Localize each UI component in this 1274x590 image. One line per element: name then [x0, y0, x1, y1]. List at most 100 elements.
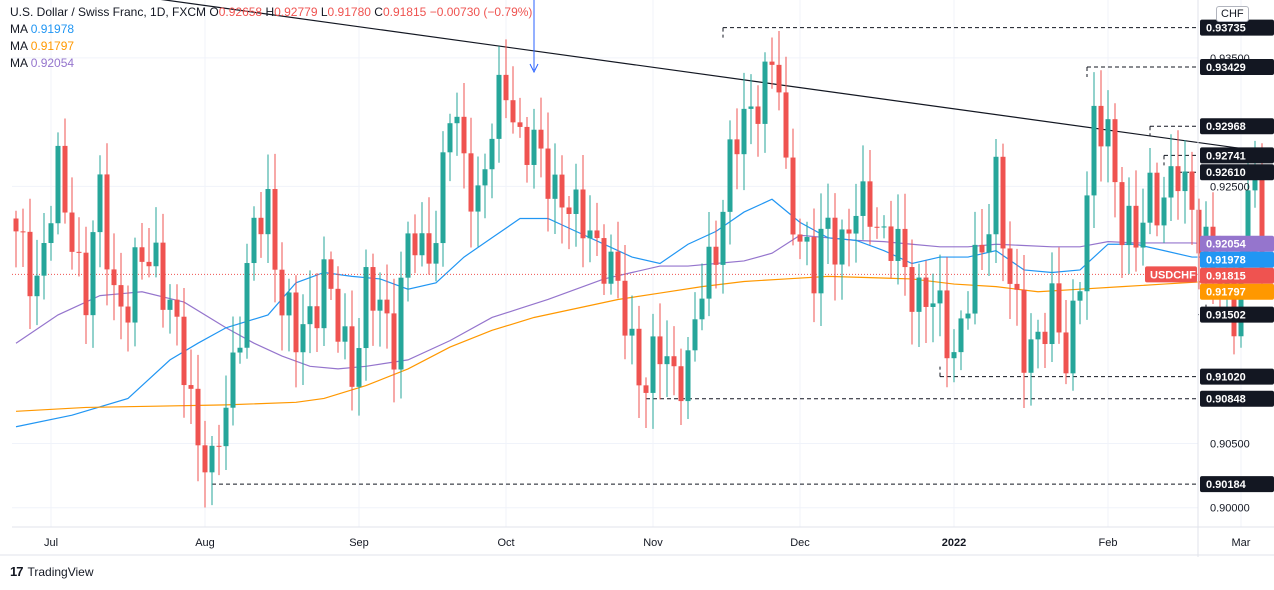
candle — [1084, 171, 1090, 320]
candle — [741, 72, 747, 191]
symbol-tag — [1145, 266, 1197, 283]
candle — [307, 270, 313, 354]
candle-body — [986, 234, 992, 253]
y-tick-label: 0.93500 — [1210, 53, 1250, 65]
candle-body — [762, 61, 768, 124]
candle — [1007, 221, 1013, 320]
close-label: C — [374, 5, 383, 19]
candle — [664, 320, 670, 397]
candle — [265, 154, 271, 264]
candle — [62, 118, 68, 224]
candle-body — [608, 251, 614, 284]
candle-body — [384, 299, 390, 314]
candle — [139, 222, 145, 280]
candle — [1035, 319, 1041, 369]
candle-body — [818, 228, 824, 294]
price-tags: 0.93735 0.93429 0.92968 0.92741 0.92610 0.915… — [1145, 19, 1274, 493]
candle — [510, 66, 516, 134]
candle-body — [965, 313, 971, 319]
ma1-row[interactable]: MA 0.91978 — [10, 21, 532, 38]
candle-body — [923, 277, 929, 307]
candle-body — [314, 306, 320, 329]
candle-body — [293, 292, 299, 353]
candle-body — [1252, 176, 1258, 191]
candle-body — [1105, 119, 1111, 147]
candle-body — [1175, 166, 1181, 192]
candle — [181, 288, 187, 418]
footer-brand[interactable]: 17 TradingView — [10, 564, 94, 579]
candle-body — [125, 306, 131, 323]
candle — [818, 193, 824, 326]
candle — [356, 317, 362, 416]
candle — [209, 436, 215, 506]
x-tick-label: Mar — [1232, 537, 1251, 549]
candle-body — [1189, 171, 1195, 210]
candle-body — [930, 303, 936, 307]
candle-body — [895, 228, 901, 261]
candle-body — [510, 100, 516, 123]
candle — [342, 293, 348, 360]
candle-body — [265, 189, 271, 235]
candle-body — [713, 246, 719, 265]
candle-body — [615, 251, 621, 281]
symbol-title: U.S. Dollar / Swiss Franc, 1D, FXCM — [10, 5, 207, 19]
candle-body — [1147, 172, 1153, 223]
x-tick-label: Jul — [44, 537, 58, 549]
candle-body — [1077, 291, 1083, 301]
candle-body — [321, 259, 327, 329]
level-tag-label: 0.93735 — [1206, 23, 1246, 35]
ma3-row[interactable]: MA 0.92054 — [10, 55, 532, 72]
candle — [573, 163, 579, 247]
level-tag-label: 0.92741 — [1206, 150, 1246, 162]
candle-body — [1000, 156, 1006, 249]
candle — [489, 123, 495, 199]
candle-body — [916, 277, 922, 312]
open-value: 0.92658 — [218, 5, 263, 19]
candle-body — [419, 233, 425, 256]
level-tag-label: 0.91020 — [1206, 372, 1246, 384]
candle-body — [188, 385, 194, 389]
candle — [923, 260, 929, 343]
level-tag — [1200, 390, 1274, 407]
candle — [706, 212, 712, 317]
ma2-row[interactable]: MA 0.91797 — [10, 38, 532, 55]
candle — [755, 85, 761, 157]
currency-badge[interactable]: CHF — [1216, 6, 1249, 22]
candle — [111, 233, 117, 321]
candle-body — [909, 267, 915, 312]
candle — [811, 208, 817, 323]
candle-body — [1126, 205, 1132, 246]
candle — [790, 128, 796, 246]
level-tag — [1200, 164, 1274, 181]
candle — [601, 224, 607, 296]
level-tag-label: 0.90848 — [1206, 394, 1246, 406]
candle — [902, 193, 908, 296]
candle — [433, 210, 439, 282]
candle — [482, 153, 488, 219]
arrow-marker-head-icon — [529, 63, 539, 74]
candle — [951, 329, 957, 383]
candle-body — [195, 388, 201, 446]
candle-body — [692, 319, 698, 351]
candle — [1126, 177, 1132, 275]
candle-body — [804, 237, 810, 242]
candle — [853, 183, 859, 263]
candle-body — [755, 106, 761, 124]
candle — [251, 206, 257, 281]
candlesticks — [13, 31, 1265, 508]
candle — [797, 218, 803, 260]
candle-body — [370, 267, 376, 311]
candle — [993, 139, 999, 263]
candle-body — [1049, 283, 1055, 345]
candle-body — [405, 233, 411, 278]
candle-body — [545, 148, 551, 199]
candle-body — [55, 145, 61, 224]
candle — [580, 154, 586, 268]
candle-body — [797, 234, 803, 242]
candle-body — [748, 106, 754, 109]
price-tag-label: 0.91978 — [1206, 255, 1246, 267]
candle — [979, 208, 985, 270]
candle-body — [1084, 195, 1090, 292]
candle-body — [1070, 300, 1076, 374]
